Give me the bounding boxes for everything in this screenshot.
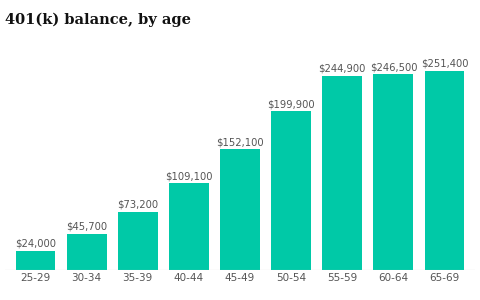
Text: $24,000: $24,000 [15, 239, 56, 249]
Text: $109,100: $109,100 [165, 172, 213, 182]
Bar [373, 74, 413, 270]
Text: 401(k) balance, by age: 401(k) balance, by age [5, 13, 191, 27]
Text: $73,200: $73,200 [117, 200, 158, 210]
Bar [220, 149, 260, 270]
Bar [323, 76, 362, 270]
Bar [169, 184, 209, 270]
Text: $45,700: $45,700 [66, 222, 107, 232]
Bar [118, 212, 157, 270]
Bar [425, 70, 465, 270]
Text: $244,900: $244,900 [319, 64, 366, 74]
Bar [271, 111, 311, 270]
Text: $199,900: $199,900 [267, 100, 315, 110]
Text: $251,400: $251,400 [421, 58, 468, 69]
Text: $152,100: $152,100 [216, 137, 264, 147]
Bar [15, 251, 55, 270]
Text: $246,500: $246,500 [370, 62, 417, 73]
Bar [67, 234, 107, 270]
